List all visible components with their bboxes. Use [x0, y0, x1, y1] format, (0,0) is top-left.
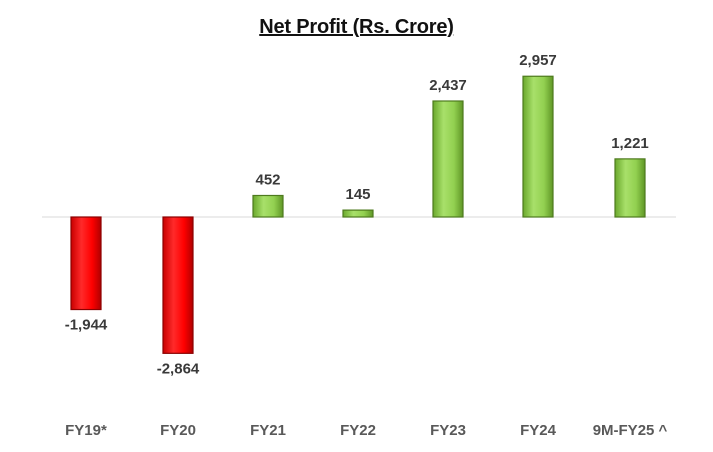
bar-fy22	[342, 209, 374, 218]
bar-fy23	[432, 100, 464, 218]
x-tick-label: FY20	[160, 422, 196, 439]
x-tick-label: FY21	[250, 422, 286, 439]
x-tick-label: FY24	[520, 422, 557, 439]
data-label: -1,944	[65, 317, 108, 334]
data-label: 2,957	[519, 52, 557, 69]
x-tick-label: FY23	[430, 422, 466, 439]
data-label: 2,437	[429, 77, 467, 94]
data-label: 145	[345, 186, 370, 203]
bar-fy21	[252, 194, 284, 218]
bar-fy20	[162, 216, 194, 354]
x-tick-label: 9M-FY25 ^	[593, 422, 668, 439]
x-tick-label: FY19*	[65, 422, 107, 439]
bar-fy24	[522, 75, 554, 218]
x-tick-label: FY22	[340, 422, 376, 439]
chart-title: Net Profit (Rs. Crore)	[259, 16, 454, 38]
bar-9m-fy25	[614, 158, 646, 218]
data-label: 452	[255, 171, 280, 188]
data-label: 1,221	[611, 135, 649, 152]
bar-fy19	[70, 216, 102, 311]
data-label: -2,864	[157, 360, 200, 377]
